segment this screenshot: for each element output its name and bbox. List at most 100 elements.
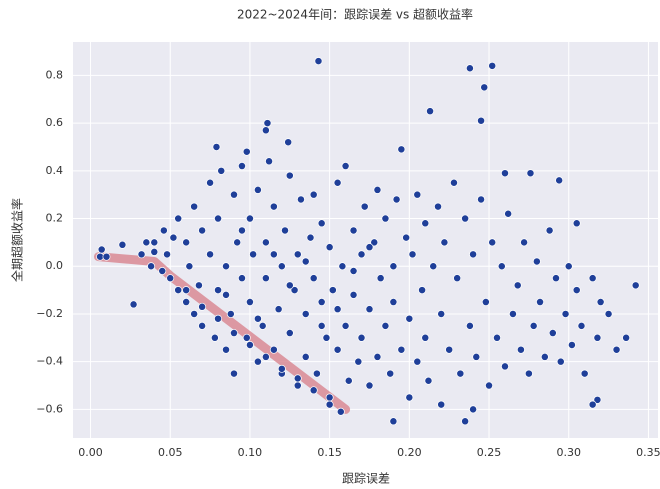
point — [285, 171, 294, 180]
point — [182, 286, 191, 295]
point — [274, 305, 283, 314]
point — [309, 386, 318, 395]
point — [265, 157, 274, 166]
point — [206, 250, 215, 259]
point — [529, 321, 538, 330]
point — [182, 238, 191, 247]
point — [572, 286, 581, 295]
point — [365, 381, 374, 390]
point — [434, 202, 442, 211]
point — [245, 298, 254, 306]
point — [580, 369, 589, 378]
point — [526, 169, 535, 178]
point — [253, 357, 262, 366]
point — [242, 147, 251, 156]
point — [166, 274, 175, 283]
point — [97, 245, 106, 254]
point — [301, 352, 310, 361]
point — [437, 400, 446, 409]
point — [210, 333, 219, 342]
x-tick-label: 0.05 — [158, 446, 183, 459]
point — [341, 321, 350, 330]
point — [445, 345, 454, 354]
point — [360, 202, 369, 211]
point — [373, 185, 382, 194]
point — [631, 281, 640, 290]
point — [413, 357, 422, 366]
point — [564, 262, 573, 271]
x-tick-label: 0.30 — [556, 446, 581, 459]
y-tick-label: −0.6 — [36, 402, 63, 415]
point — [588, 400, 597, 409]
point — [349, 290, 358, 299]
point — [386, 369, 395, 378]
point — [357, 333, 366, 342]
point — [477, 195, 486, 204]
point — [333, 305, 342, 314]
point — [389, 417, 398, 426]
point — [222, 262, 230, 271]
point — [508, 310, 517, 318]
point — [555, 176, 564, 185]
point — [317, 219, 326, 228]
point — [421, 219, 430, 228]
point — [314, 57, 323, 66]
point — [226, 310, 235, 318]
point — [277, 364, 286, 373]
point — [309, 190, 318, 199]
point — [440, 238, 449, 247]
point — [285, 329, 294, 337]
point — [137, 250, 146, 259]
point — [450, 178, 458, 187]
y-axis-label: 全期超额收益率 — [10, 198, 25, 282]
point — [424, 376, 433, 385]
point — [317, 298, 326, 306]
point — [214, 286, 223, 295]
point — [293, 250, 302, 259]
point — [465, 64, 474, 73]
point — [488, 61, 497, 70]
point — [405, 314, 414, 323]
point — [376, 274, 385, 283]
point — [437, 310, 446, 318]
point — [328, 286, 337, 295]
point — [190, 202, 199, 211]
point — [622, 333, 631, 342]
y-tick-label: 0.6 — [46, 116, 64, 129]
point — [238, 226, 246, 235]
point — [150, 238, 159, 247]
point — [296, 195, 305, 204]
point — [159, 226, 168, 235]
chart-title: 2022~2024年间：跟踪误差 vs 超额收益率 — [237, 7, 473, 22]
point — [190, 310, 199, 318]
point — [150, 247, 159, 256]
y-tick-label: −0.4 — [36, 355, 63, 368]
point — [572, 219, 581, 228]
point — [306, 233, 315, 242]
x-tick-label: 0.15 — [317, 446, 342, 459]
point — [285, 281, 294, 290]
point — [242, 333, 251, 342]
point — [269, 250, 278, 259]
point — [261, 352, 270, 361]
point — [333, 345, 342, 354]
point — [198, 226, 207, 235]
point — [322, 333, 331, 342]
point — [545, 226, 554, 235]
y-tick-label: 0.4 — [46, 164, 64, 177]
point — [301, 257, 310, 266]
y-tick-label: −0.2 — [36, 307, 63, 320]
point — [198, 321, 207, 330]
point — [290, 286, 299, 295]
point — [174, 214, 183, 223]
point — [325, 393, 334, 402]
point — [397, 145, 406, 154]
point — [222, 345, 230, 354]
point — [158, 267, 167, 275]
point — [421, 333, 430, 342]
point — [312, 369, 321, 378]
point — [336, 407, 345, 416]
point — [341, 162, 350, 170]
point — [169, 233, 178, 242]
point — [142, 238, 151, 247]
